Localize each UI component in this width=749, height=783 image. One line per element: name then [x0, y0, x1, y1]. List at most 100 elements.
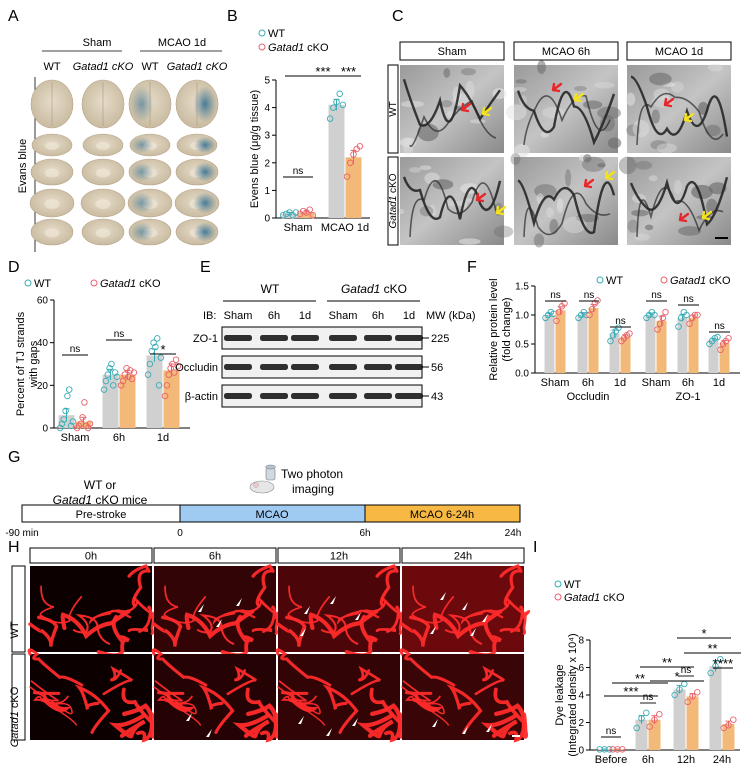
data-point: [656, 320, 664, 327]
sig-label: ns: [651, 290, 662, 301]
bar: [673, 689, 686, 750]
arrowhead-icon: [298, 716, 309, 724]
data-point: [109, 382, 117, 389]
y-tick-label: 0.5: [515, 340, 529, 351]
y-tick-label: 0: [578, 746, 584, 757]
bar: [544, 315, 555, 373]
g-mice-line1: WT or: [84, 478, 116, 492]
data-point: [79, 414, 86, 421]
sig-label: ns: [606, 726, 617, 737]
sig-label: ns: [70, 344, 81, 355]
bar: [620, 337, 631, 373]
x-tick-label: 1d: [713, 377, 725, 389]
data-point: [172, 356, 180, 363]
data-point: [174, 362, 182, 370]
data-point: [279, 211, 287, 219]
h-col-label: 0h: [85, 551, 97, 563]
data-point: [300, 207, 307, 215]
data-point: [170, 369, 178, 376]
arrowhead-icon: [430, 626, 441, 634]
arrowhead-icon: [304, 606, 315, 614]
data-point: [689, 693, 696, 700]
data-point: [106, 365, 113, 372]
data-point: [730, 716, 737, 724]
em-image: [396, 157, 514, 245]
data-point: [121, 371, 129, 378]
data-point: [646, 723, 653, 730]
data-point: [615, 324, 622, 332]
e-lane-2: 6h: [268, 310, 280, 322]
arrowhead-icon: [330, 596, 341, 604]
sig-label: ns: [615, 316, 626, 327]
arrowhead-icon: [198, 604, 209, 612]
two-photon-image: [400, 564, 531, 658]
h-col-header: [29, 547, 153, 564]
arrowhead-icon: [482, 614, 493, 622]
x-tick-label: 6h: [113, 432, 125, 444]
data-point: [683, 311, 690, 319]
brain-section: [175, 79, 219, 129]
x-group-label: ZO-1: [675, 391, 700, 403]
e-lane-1: Sham: [224, 310, 253, 322]
brain-section: [81, 218, 125, 246]
g-label-prestroke: Pre-stroke: [76, 509, 127, 521]
data-point: [165, 371, 173, 378]
data-point: [712, 662, 719, 670]
data-point: [77, 420, 85, 427]
data-point: [694, 311, 701, 319]
data-point: [84, 424, 92, 432]
blot-protein-label: Occludin: [175, 362, 218, 374]
g-time-2: 0: [177, 528, 183, 539]
data-point: [82, 422, 90, 430]
blot-protein-label: ZO-1: [193, 333, 218, 345]
x-tick-label: 24h: [713, 754, 731, 766]
data-point: [707, 669, 714, 677]
blot-row: Occludin 56: [175, 355, 443, 379]
sig-label: ns: [114, 329, 125, 340]
data-point: [167, 365, 174, 372]
data-point: [681, 680, 688, 688]
data-point: [100, 386, 108, 393]
e-mw-label: MW (kDa): [426, 310, 476, 322]
data-point: [123, 365, 130, 372]
data-point: [56, 424, 64, 432]
sig-label: ns: [643, 692, 654, 703]
em-image: [618, 156, 731, 245]
data-point: [117, 382, 125, 389]
data-point: [684, 698, 691, 706]
two-photon-image: [399, 648, 529, 743]
h-image-grid: 0h 6h 12h 24h: [11, 547, 531, 743]
data-point: [73, 424, 81, 432]
brain-section: [81, 79, 125, 129]
c-col-sham: Sham: [438, 46, 467, 58]
data-point: [717, 656, 724, 663]
panel-a: Sham MCAO 1d WT Gatad1 cKO WT Gatad1 cKO…: [17, 37, 228, 252]
a-ylabel: Evans blue: [17, 139, 29, 193]
e-lane-3: 1d: [299, 310, 311, 322]
c-row-wt: WT: [388, 101, 399, 117]
two-photon-image: [28, 564, 159, 658]
data-point: [67, 422, 75, 430]
x-tick-label: Sham: [284, 222, 313, 234]
sig-label: *: [701, 626, 706, 641]
legend-label: WT: [606, 275, 623, 287]
x-tick-label: Before: [595, 754, 627, 766]
bar: [648, 719, 661, 750]
brain-section: [30, 218, 74, 246]
data-point: [130, 369, 138, 376]
data-point: [555, 308, 563, 316]
data-point: [596, 746, 603, 753]
brain-section: [82, 133, 124, 157]
blot-mw-label: 225: [431, 333, 449, 345]
bar: [677, 317, 688, 373]
panel-letter-e: E: [200, 259, 211, 276]
brain-section: [176, 133, 218, 157]
e-group-wt: WT: [261, 282, 280, 296]
sig-label: **: [635, 671, 645, 686]
data-point: [714, 333, 721, 341]
blot-mw-label: 43: [431, 391, 443, 403]
bar: [609, 333, 620, 373]
g-imaging-1: Two photon: [281, 467, 343, 481]
panel-letter-f: F: [467, 259, 477, 276]
